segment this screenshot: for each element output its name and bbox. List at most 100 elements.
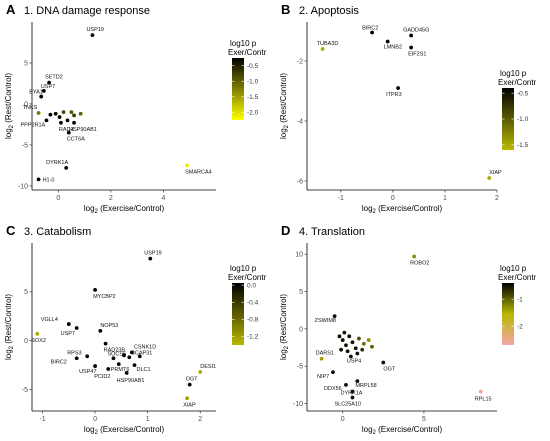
point-label: SOCS5 [107,351,126,357]
panel-b: B 2. Apoptosis -1 0 1 2 -6 -4 -2 log2 (Exercise/C… [279,2,537,215]
point-label: HSP90AB1 [69,127,97,133]
x-tick-label: 0 [341,416,345,423]
y-tick-label: 5 [24,60,28,67]
point-label: TNKS [23,105,38,111]
x-tick-label: 0 [93,416,97,423]
data-point [103,341,108,346]
data-point [355,379,360,384]
point-label: LMNB2 [384,45,402,51]
legend-title-line2: Exer/Contr [228,273,267,282]
y-tick-label: 0 [24,101,28,108]
data-point [35,331,40,336]
x-tick-label: 2 [495,195,499,202]
point-label: CSNK1D [134,344,156,350]
data-point [366,338,371,342]
y-axis-label: log2 (Rest/Control) [279,73,290,139]
x-axis-label: log2 (Exercise/Control) [362,425,443,436]
data-point [370,344,374,349]
point-label: CCT6A [67,137,85,143]
x-tick-label: 5 [422,416,426,423]
point-label: ROBO2 [410,260,429,266]
legend-title-line2: Exer/Contr [498,273,537,282]
panel-letter: C [6,223,16,238]
point-label: OGT [186,377,199,383]
point-label: RPL15 [475,397,492,403]
data-point [331,370,335,375]
data-point [98,329,103,333]
data-point [342,330,347,335]
data-point [332,314,337,319]
data-point [345,349,350,354]
point-label: H1-0 [43,177,55,183]
legend-tick-label: 0.0 [247,282,256,289]
point-label: MYCBP2 [93,294,116,300]
legend-tick-label: -1.0 [247,78,259,85]
legend-tick-label: -0.5 [517,90,529,97]
y-tick-label: -6 [297,178,303,185]
point-label: TUBA3D [317,41,339,47]
data-point [137,354,142,359]
data-point [36,111,41,115]
data-point [347,334,352,339]
legend-color-bar [232,283,244,345]
point-label: RPS3 [67,350,81,356]
point-label: RADX [59,127,75,133]
point-label: OGT [383,366,396,372]
panel-d: D 4. Translation 0 5 -10 -5 0 5 10 log2 (Exercise… [279,223,537,436]
point-label: DARS1 [316,351,334,357]
point-label: MRPL58 [355,383,376,389]
data-point [344,382,348,387]
point-label: GADD45G [403,28,429,34]
legend-tick-label: -1 [517,296,523,303]
data-point [93,287,97,292]
point-label: DDX56 [324,386,342,392]
data-point [69,110,74,115]
data-point [36,177,41,182]
point-label: DYRK1A [340,391,362,397]
data-point [361,341,366,346]
point-label: XIAP [183,402,196,408]
point-label: EIF2S1 [408,52,426,58]
data-point [111,356,116,361]
point-label: DLC1 [137,367,151,373]
data-point [396,86,400,90]
data-point [185,163,189,168]
data-point [129,350,134,355]
data-point [370,30,374,35]
data-point [72,120,76,125]
point-label: USP7 [41,84,55,90]
point-label: USP47 [79,369,96,375]
legend-title-line1: log10 p [500,69,527,78]
data-point [187,382,192,387]
y-tick-label: 10 [295,252,303,259]
data-point [57,115,62,119]
data-point [93,364,97,368]
data-point [412,254,417,259]
data-point [53,111,58,116]
point-label: DESI1 [200,364,216,370]
panel-title: 3. Catabolism [24,226,91,238]
legend-tick-label: -1.0 [517,116,529,123]
panel-letter: D [281,223,290,238]
y-tick-label: -10 [18,183,28,190]
data-point [85,354,90,359]
data-point [41,88,46,93]
legend-title-line1: log10 p [230,264,257,273]
point-label: USP4 [347,358,361,364]
data-point [198,370,203,374]
legend-color-bar [502,283,514,345]
panel-c: C 3. Catabolism -1 0 1 2 -5 0 5 log2 (Exercise/Co… [4,223,267,436]
data-point [409,45,414,50]
data-point [355,351,360,356]
data-point [320,47,325,51]
data-point [381,360,386,365]
data-point [148,256,153,261]
point-label: BIRC2 [51,359,67,365]
y-tick-label: 0 [24,338,28,345]
data-point [48,112,53,117]
legend-title-line1: log10 p [500,264,527,273]
data-point [39,94,44,99]
